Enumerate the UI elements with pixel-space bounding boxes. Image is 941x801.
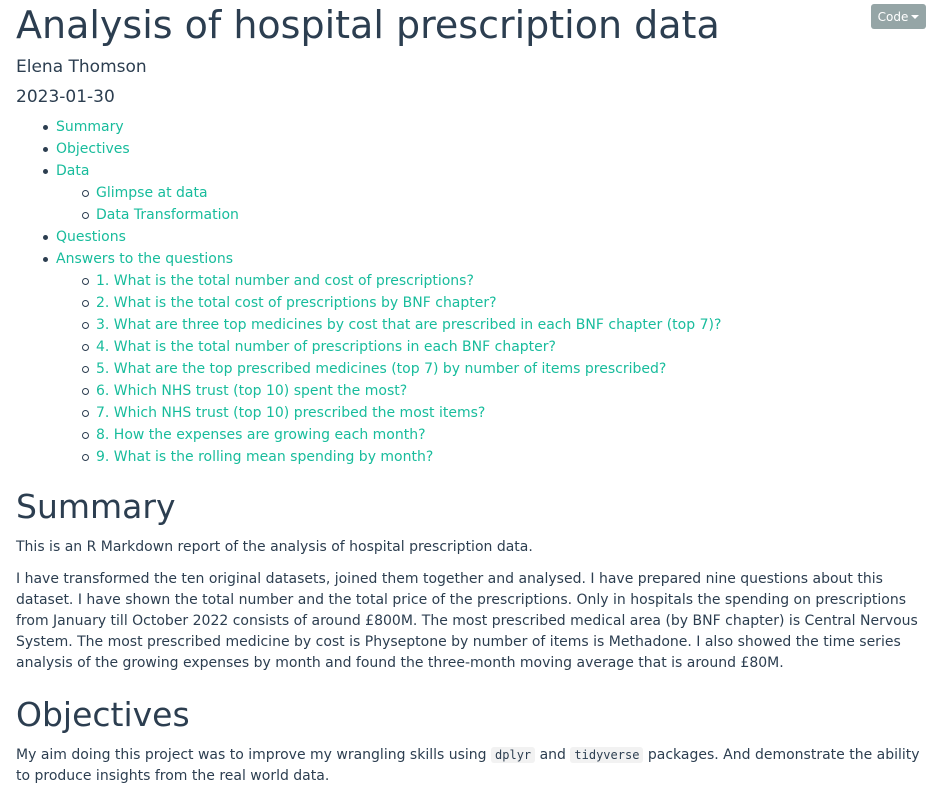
toc-item-q4: 4. What is the total number of prescript… [16,336,721,358]
toc-link-q3[interactable]: 3. What are three top medicines by cost … [96,317,722,333]
toc-link-q6[interactable]: 6. Which NHS trust (top 10) spent the mo… [96,383,408,399]
toc-item-questions: Questions [16,226,721,248]
author-name: Elena Thomson [16,57,147,77]
toc-link-q8[interactable]: 8. How the expenses are growing each mon… [96,427,426,443]
code-toggle-button[interactable]: Code [871,4,926,29]
document-date: 2023-01-30 [16,87,115,107]
toc-item-answers: Answers to the questions [16,248,721,270]
toc-item-q5: 5. What are the top prescribed medicines… [16,358,721,380]
toc-item-q3: 3. What are three top medicines by cost … [16,314,721,336]
toc-item-q9: 9. What is the rolling mean spending by … [16,446,721,468]
objectives-text-before: My aim doing this project was to improve… [16,747,492,763]
toc-item-q1: 1. What is the total number and cost of … [16,270,721,292]
code-dplyr: dplyr [491,747,536,763]
toc-item-glimpse: Glimpse at data [16,182,721,204]
code-button-label: Code [877,9,909,24]
summary-body: I have transformed the ten original data… [16,571,918,671]
objectives-text-mid: and [535,747,571,763]
table-of-contents: Summary Objectives Data Glimpse at data … [16,116,721,468]
toc-item-objectives: Objectives [16,138,721,160]
toc-item-transformation: Data Transformation [16,204,721,226]
toc-link-glimpse[interactable]: Glimpse at data [96,185,208,201]
toc-link-q7[interactable]: 7. Which NHS trust (top 10) prescribed t… [96,405,486,421]
toc-link-answers[interactable]: Answers to the questions [56,251,234,267]
toc-link-summary[interactable]: Summary [56,119,124,135]
toc-link-q9[interactable]: 9. What is the rolling mean spending by … [96,449,434,465]
section-heading-objectives: Objectives [16,695,190,734]
toc-link-q1[interactable]: 1. What is the total number and cost of … [96,273,474,289]
summary-intro: This is an R Markdown report of the anal… [16,539,533,555]
toc-item-q7: 7. Which NHS trust (top 10) prescribed t… [16,402,721,424]
page-title: Analysis of hospital prescription data [16,3,720,47]
objectives-paragraph: My aim doing this project was to improve… [16,745,921,787]
toc-link-q5[interactable]: 5. What are the top prescribed medicines… [96,361,667,377]
toc-item-q6: 6. Which NHS trust (top 10) spent the mo… [16,380,721,402]
toc-item-data: Data [16,160,721,182]
toc-link-objectives[interactable]: Objectives [56,141,130,157]
toc-item-summary: Summary [16,116,721,138]
section-heading-summary: Summary [16,487,176,526]
toc-item-q2: 2. What is the total cost of prescriptio… [16,292,721,314]
toc-link-q4[interactable]: 4. What is the total number of prescript… [96,339,556,355]
code-tidyverse: tidyverse [570,747,644,763]
toc-link-transformation[interactable]: Data Transformation [96,207,239,223]
toc-link-q2[interactable]: 2. What is the total cost of prescriptio… [96,295,497,311]
caret-down-icon [911,15,920,19]
toc-link-data[interactable]: Data [56,163,90,179]
toc-item-q8: 8. How the expenses are growing each mon… [16,424,721,446]
toc-link-questions[interactable]: Questions [56,229,126,245]
objectives-text-after: packages. And demonstrate the ability to… [16,747,920,784]
